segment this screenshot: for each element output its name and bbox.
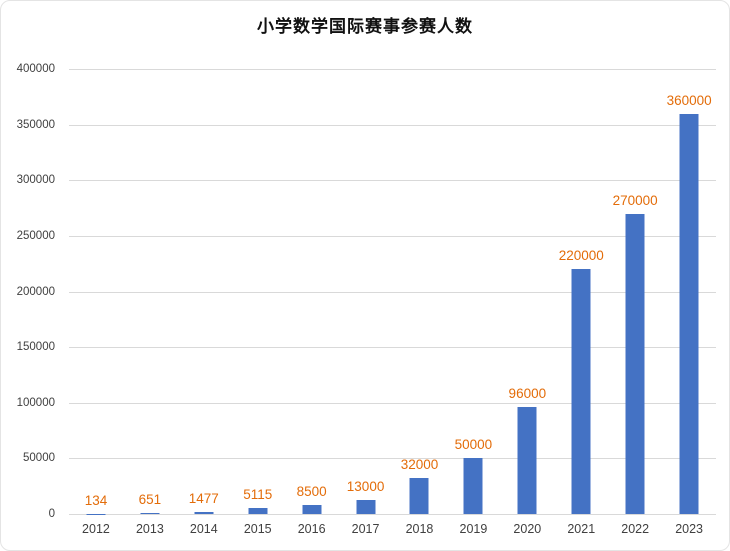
x-tick-label: 2012 [82,522,110,536]
bar-column: 32000 [393,69,447,514]
gridline [69,458,716,460]
bars-layer: 134 651 1477 5115 8500 13000 32000 50000 96000 22… [69,69,716,514]
bar [356,499,376,514]
x-tick-label: 2020 [513,522,542,536]
y-axis-labels: 0 50000 100000 150000 200000 250000 300000 3500… [1,63,63,520]
bar-column: 8500 [285,69,339,514]
y-tick-label: 350000 [16,118,55,131]
x-tick-label: 2017 [351,522,380,536]
y-tick-label: 0 [48,508,55,520]
gridline [69,291,716,293]
bar-column: 651 [123,69,177,514]
bar-value-label: 651 [138,492,162,508]
bar-value-label: 13000 [346,478,385,494]
bar [302,504,322,514]
x-tick-label: 2015 [243,522,272,536]
bar [679,113,699,514]
y-tick-label: 250000 [16,229,55,242]
gridline [69,69,716,70]
x-tick-label: 2019 [459,522,488,536]
x-tick-label: 2018 [405,522,434,536]
bar [140,513,160,514]
x-axis-labels: 2012 2013 2014 2015 2016 2017 2018 2019 2020 2021… [69,522,716,536]
x-tick-label: 2021 [567,522,596,536]
x-tick-label: 2016 [297,522,326,536]
x-tick-label: 2013 [135,522,164,536]
bar-value-label: 32000 [400,457,439,473]
bar-value-label: 220000 [558,248,604,264]
bar-column: 96000 [500,69,554,514]
bar [194,512,214,514]
bar-column: 50000 [446,69,500,514]
x-tick-label: 2014 [189,522,218,536]
gridline [69,402,716,404]
x-tick-label: 2022 [621,522,650,536]
bar [463,458,483,514]
bar-value-label: 270000 [612,192,658,208]
bar [248,508,268,514]
y-tick-label: 50000 [23,452,55,465]
bar [517,407,537,514]
y-tick-label: 200000 [16,285,55,298]
gridline [69,235,716,237]
bar-value-label: 1477 [188,491,219,507]
bar-value-label: 134 [84,492,108,508]
bar-value-label: 50000 [454,437,493,453]
gridline [69,514,716,515]
y-tick-label: 400000 [16,63,55,75]
bar [409,478,429,514]
gridline [69,124,716,126]
chart-title: 小学数学国际赛事参赛人数 [257,17,473,36]
bar-column: 13000 [339,69,393,514]
bar-value-label: 360000 [666,92,712,108]
y-tick-label: 300000 [16,174,55,187]
bar [625,213,645,514]
bar-column: 1477 [177,69,231,514]
y-tick-label: 100000 [16,396,55,409]
bar-column: 220000 [554,69,608,514]
x-tick-label: 2023 [675,522,703,536]
bar-value-label: 96000 [508,386,547,402]
gridline [69,347,716,349]
bar-column: 134 [69,69,123,514]
bar-column: 5115 [231,69,285,514]
bar-column: 360000 [662,69,716,514]
bar-column: 270000 [608,69,662,514]
bar-value-label: 8500 [296,483,327,499]
bar-value-label: 5115 [243,487,273,503]
gridline [69,180,716,182]
plot-area: 134 651 1477 5115 8500 13000 32000 50000 96000 22… [69,69,716,515]
bar [571,269,591,514]
y-tick-label: 150000 [16,341,55,354]
